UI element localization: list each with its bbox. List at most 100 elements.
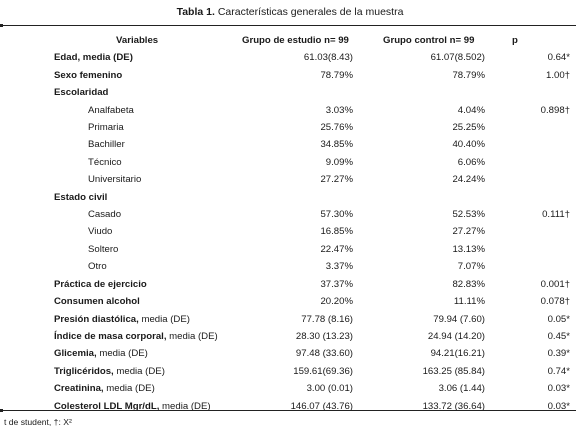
value-p [494, 136, 580, 153]
value-control: 24.24% [452, 174, 485, 186]
value-p [494, 223, 580, 240]
value-p: 0.001† [540, 278, 570, 290]
top-rule [0, 24, 576, 27]
header-variables: Variables [116, 35, 159, 46]
value-estudio: 16.85% [320, 226, 353, 238]
header-grupo-estudio: Grupo de estudio n= 99 [242, 35, 349, 46]
value-estudio [226, 189, 371, 206]
value-p: 0.45* [547, 330, 570, 342]
value-p [494, 84, 580, 101]
header-grupo-control: Grupo control n= 99 [383, 35, 475, 46]
value-control: 24.94 (14.20) [427, 330, 485, 342]
table-row: Sexo femenino 78.79% 78.79% 1.00† [0, 67, 580, 84]
table-row: Práctica de ejercicio 37.37% 82.83% 0.001† [0, 276, 580, 293]
value-estudio: 37.37% [320, 278, 353, 290]
table-row: Escolaridad [0, 84, 580, 101]
row-label-rest: media (DE) [159, 400, 211, 412]
value-p [494, 189, 580, 206]
row-label: Casado [0, 206, 226, 223]
value-estudio: 97.48 (33.60) [295, 348, 353, 360]
row-label-rest: media (DE) [138, 313, 190, 325]
value-p: 0.03* [547, 383, 570, 395]
table-row: Colesterol LDL Mgr/dL, media (DE) 146.07 … [0, 398, 580, 415]
table-row: Viudo 16.85% 27.27% [0, 223, 580, 240]
row-label: Viudo [0, 223, 226, 240]
value-control: 52.53% [452, 209, 485, 221]
row-label-main: Consumen alcohol [54, 296, 140, 308]
value-control: 40.40% [452, 139, 485, 151]
row-label: Práctica de ejercicio [0, 276, 226, 293]
value-estudio: 27.27% [320, 174, 353, 186]
table-row: Índice de masa corporal, media (DE) 28.30… [0, 328, 580, 345]
value-control [371, 189, 494, 206]
value-p: 0.74* [547, 365, 570, 377]
row-label-main: Escolaridad [54, 87, 109, 99]
value-control: 6.06% [457, 156, 485, 168]
row-label: Analfabeta [0, 102, 226, 119]
row-label: Presión diastólica, media (DE) [0, 311, 226, 328]
table-row: Otro 3.37% 7.07% [0, 258, 580, 275]
row-label-main: Casado [88, 209, 122, 221]
row-label-main: Presión diastólica, [54, 313, 139, 325]
value-p [494, 258, 580, 275]
row-label-main: Edad, [54, 52, 81, 64]
value-estudio: 3.03% [325, 104, 353, 116]
value-estudio: 159.61(69.36) [293, 365, 353, 377]
value-control: 7.07% [457, 261, 485, 273]
row-label-main: Otro [88, 261, 107, 273]
row-label-rest: media (DE) [96, 348, 148, 360]
value-p: 0.64* [547, 52, 570, 64]
value-estudio: 9.09% [325, 156, 353, 168]
value-estudio: 20.20% [320, 296, 353, 308]
footnote: t de student, †: X² [4, 417, 72, 427]
row-label-main: Primaria [88, 122, 124, 134]
value-estudio: 78.79% [320, 69, 353, 81]
value-estudio: 3.37% [325, 261, 353, 273]
row-label: Universitario [0, 171, 226, 188]
value-control: 163.25 (85.84) [422, 365, 485, 377]
value-control: 11.11% [453, 296, 485, 308]
table-row: Consumen alcohol 20.20% 11.11% 0.078† [0, 293, 580, 310]
header-p: p [512, 35, 518, 46]
value-estudio: 25.76% [320, 122, 353, 134]
value-control: 3.06 (1.44) [438, 383, 485, 395]
value-p [494, 154, 580, 171]
value-estudio: 28.30 (13.23) [295, 330, 353, 342]
table-row: Creatinina, media (DE) 3.00 (0.01) 3.06 (1… [0, 380, 580, 397]
value-p: 0.03* [547, 400, 570, 412]
row-label-main: Triglicéridos, [54, 365, 114, 377]
table-row: Bachiller 34.85% 40.40% [0, 136, 580, 153]
value-control: 133.72 (36.64) [422, 400, 485, 412]
value-control: 4.04% [457, 104, 485, 116]
value-estudio: 3.00 (0.01) [306, 383, 353, 395]
row-label: Bachiller [0, 136, 226, 153]
table-row: Analfabeta 3.03% 4.04% 0.898† [0, 102, 580, 119]
value-control: 27.27% [452, 226, 485, 238]
header-row: Variables Grupo de estudio n= 99 Grupo c… [0, 32, 580, 49]
row-label-rest: media (DE) [80, 52, 133, 64]
row-label-main: Viudo [88, 226, 113, 238]
value-estudio [226, 84, 371, 101]
row-label: Escolaridad [0, 84, 226, 101]
value-control: 61.07(8.502) [430, 52, 485, 64]
value-estudio: 61.03(8.43) [303, 52, 353, 64]
table-row: Primaria 25.76% 25.25% [0, 119, 580, 136]
row-label-main: Glicemia, [54, 348, 97, 360]
row-label: Sexo femenino [0, 67, 226, 84]
value-control: 79.94 (7.60) [433, 313, 485, 325]
row-label: Colesterol LDL Mgr/dL, media (DE) [0, 398, 226, 415]
row-label: Consumen alcohol [0, 293, 226, 310]
value-control [371, 84, 494, 101]
row-label: Edad, media (DE) [0, 49, 226, 66]
table-row: Presión diastólica, media (DE) 77.78 (8.1… [0, 311, 580, 328]
value-estudio: 34.85% [320, 139, 353, 151]
value-p [494, 119, 580, 136]
row-label-main: Práctica de ejercicio [54, 278, 147, 290]
bottom-rule [0, 409, 576, 412]
value-estudio: 22.47% [320, 243, 353, 255]
row-label: Otro [0, 258, 226, 275]
row-label-main: Universitario [88, 174, 142, 186]
row-label-main: Colesterol LDL Mgr/dL, [54, 400, 160, 412]
caption-label: Tabla 1. [176, 6, 215, 18]
row-label-rest: media (DE) [113, 365, 165, 377]
